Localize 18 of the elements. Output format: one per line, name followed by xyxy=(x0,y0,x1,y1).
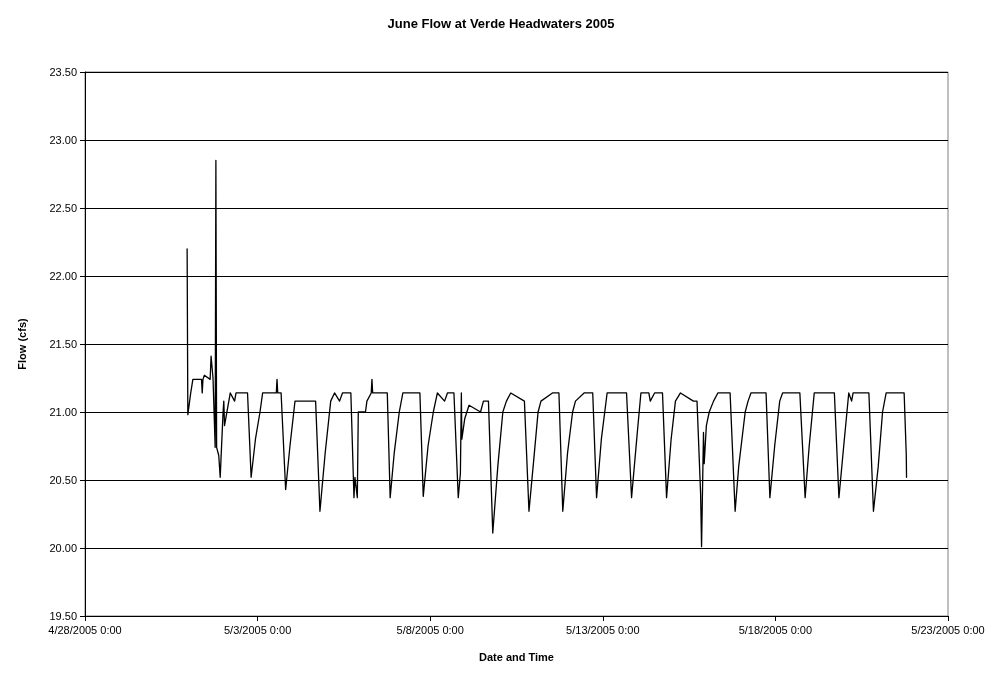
y-tick-label: 21.50 xyxy=(49,338,77,350)
x-tick-label: 4/28/2005 0:00 xyxy=(48,623,122,636)
x-tick-label: 5/8/2005 0:00 xyxy=(396,623,464,636)
x-tick-label: 5/13/2005 0:00 xyxy=(566,623,640,636)
x-axis-title: Date and Time xyxy=(479,650,554,663)
chart-title: June Flow at Verde Headwaters 2005 xyxy=(387,16,615,31)
y-tick-label: 22.00 xyxy=(49,270,77,282)
y-tick-label: 20.50 xyxy=(49,474,77,486)
y-tick-label: 19.50 xyxy=(49,610,77,622)
x-tick-label: 5/18/2005 0:00 xyxy=(738,623,813,636)
y-tick-label: 22.50 xyxy=(49,202,77,214)
y-tick-label: 21.00 xyxy=(49,406,77,418)
y-axis-title: Flow (cfs) xyxy=(15,318,28,370)
x-tick-label: 5/23/2005 0:00 xyxy=(911,623,985,636)
y-tick-label: 23.50 xyxy=(49,66,77,78)
y-tick-label: 23.00 xyxy=(49,134,77,146)
y-tick-label: 20.00 xyxy=(49,542,77,554)
x-tick-label: 5/3/2005 0:00 xyxy=(223,623,292,636)
